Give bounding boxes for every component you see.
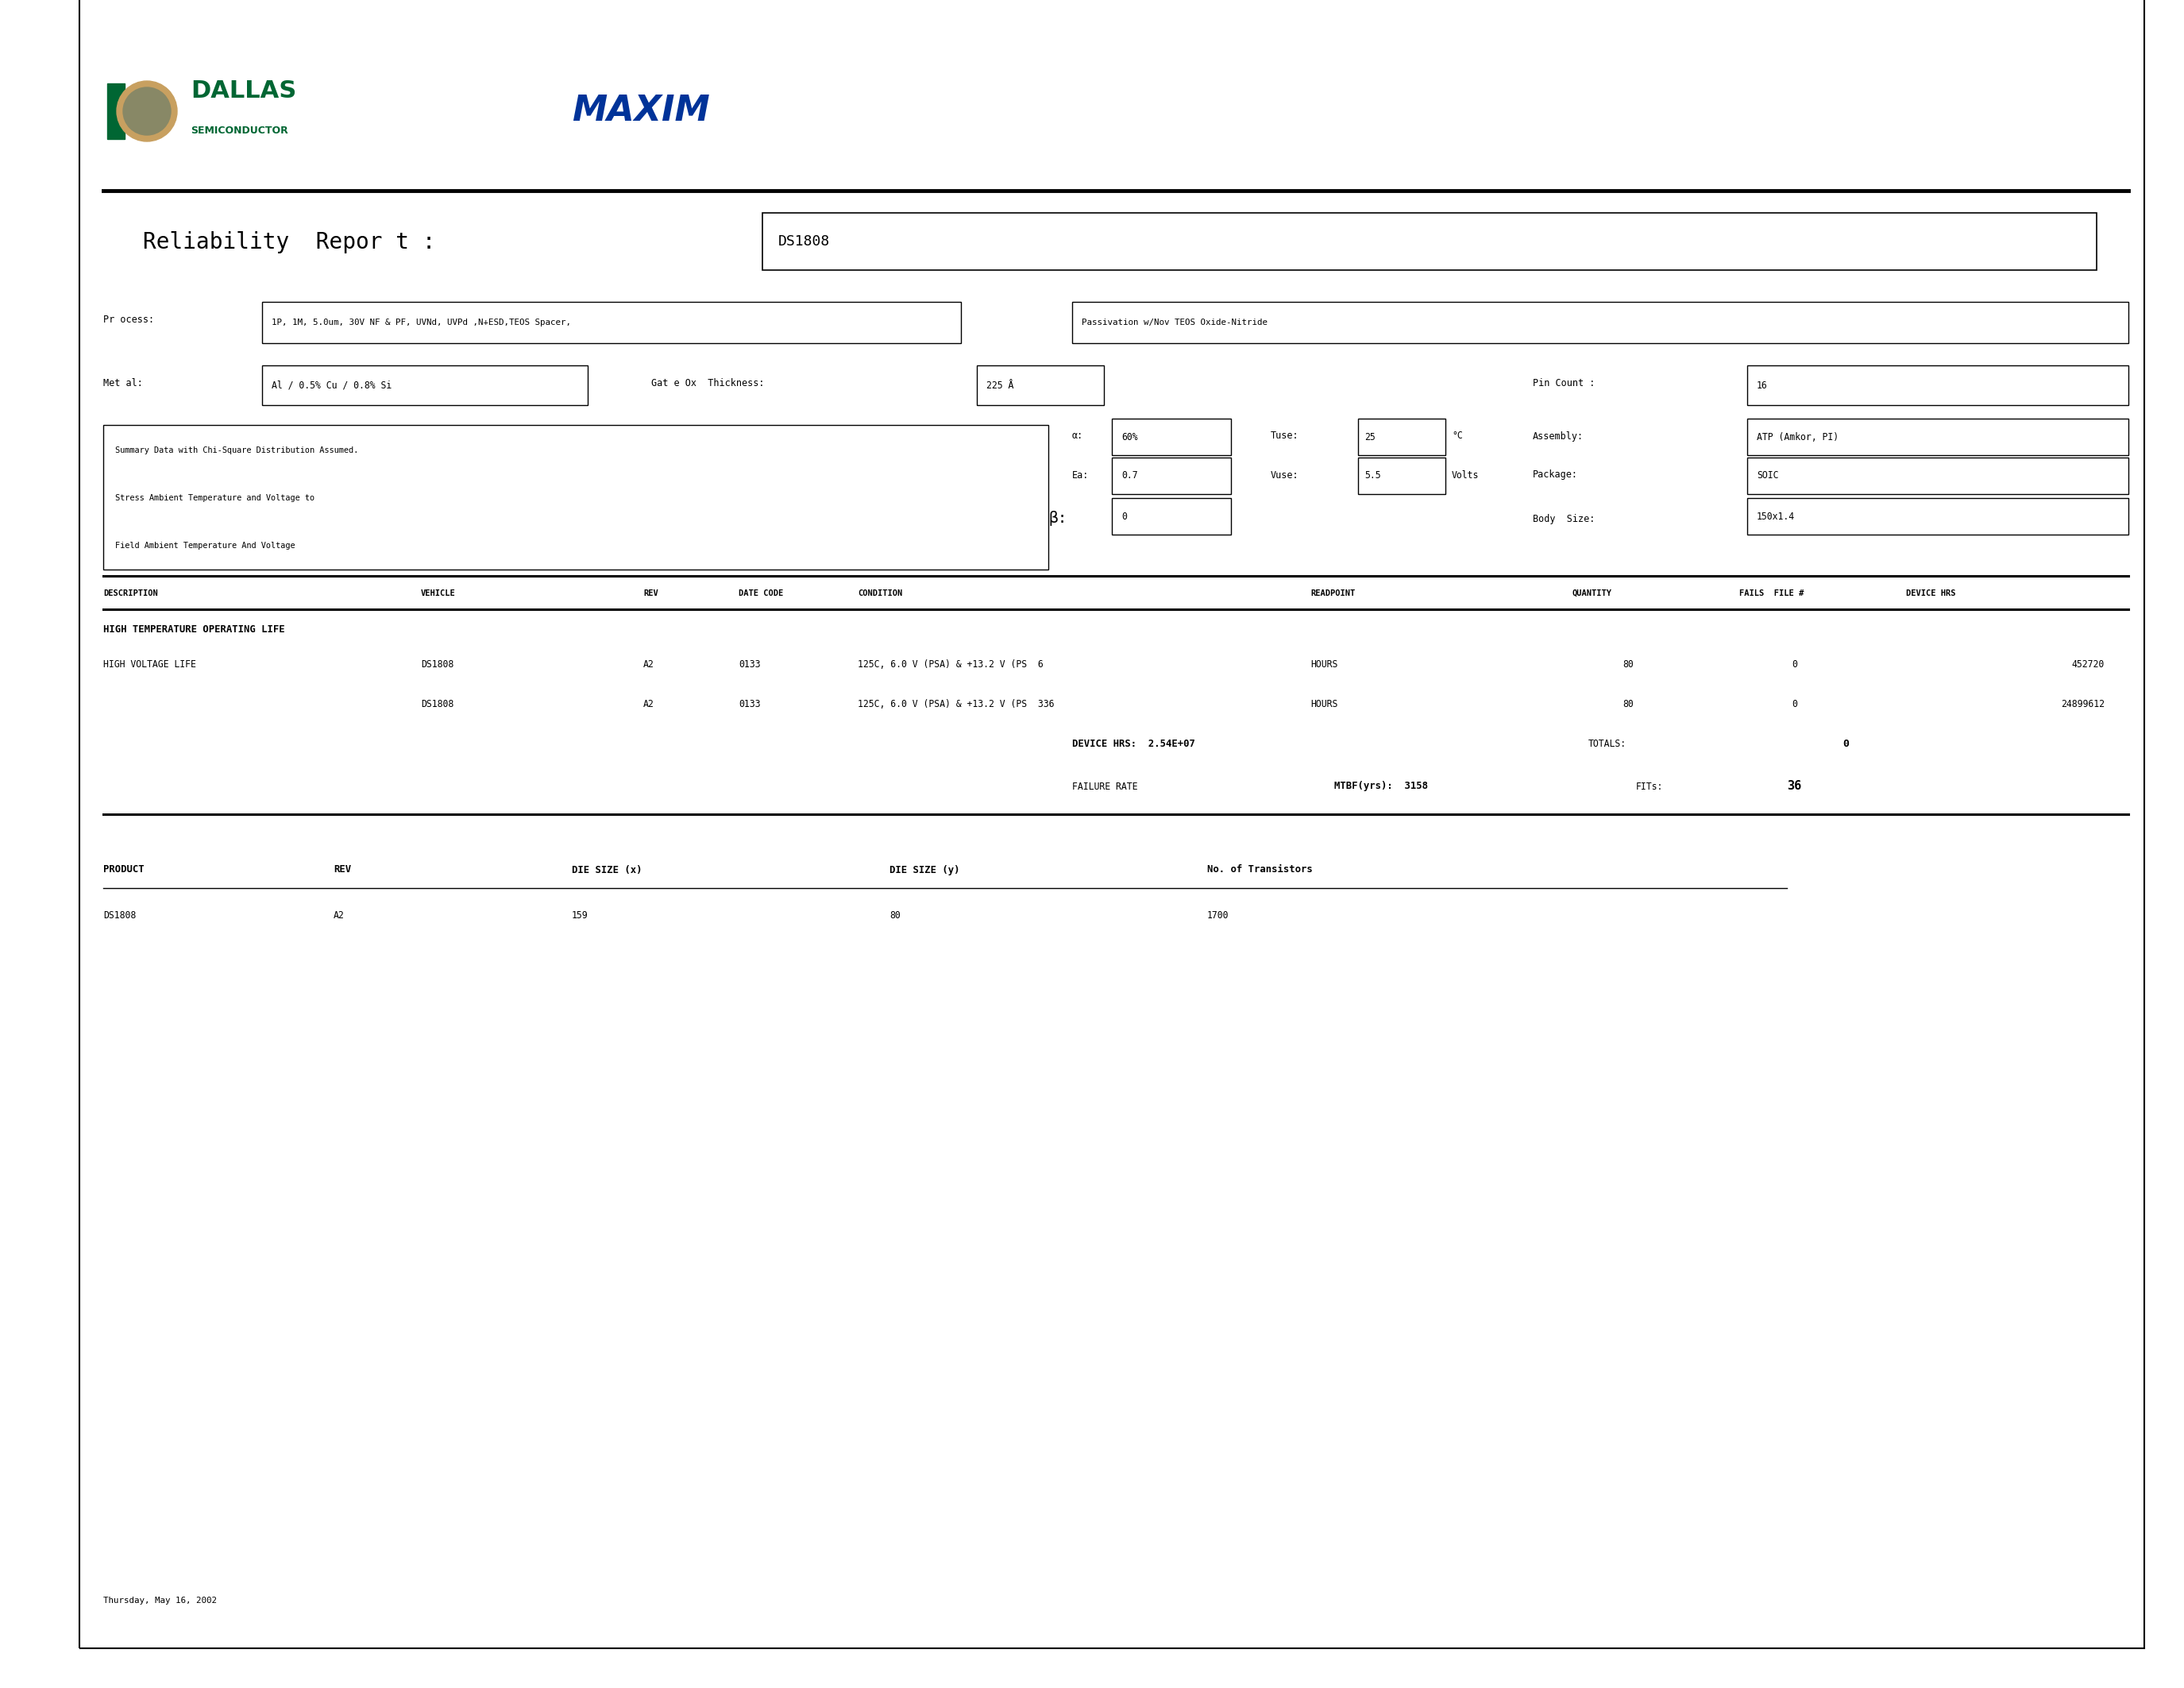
- Text: No. of Transistors: No. of Transistors: [1208, 864, 1313, 874]
- Text: 0: 0: [1793, 660, 1797, 670]
- Text: Pr ocess:: Pr ocess:: [103, 316, 155, 326]
- Bar: [1112, 498, 1232, 535]
- Text: 24899612: 24899612: [2062, 699, 2105, 709]
- Text: 0133: 0133: [738, 660, 760, 670]
- Text: 16: 16: [1756, 380, 1767, 390]
- Bar: [262, 302, 961, 343]
- Text: A2: A2: [334, 912, 345, 922]
- Text: 150x1.4: 150x1.4: [1756, 511, 1795, 522]
- Text: READPOINT: READPOINT: [1310, 589, 1354, 598]
- Text: 1P, 1M, 5.0um, 30V NF & PF, UVNd, UVPd ,N+ESD,TEOS Spacer,: 1P, 1M, 5.0um, 30V NF & PF, UVNd, UVPd ,…: [271, 319, 570, 326]
- Text: 5.5: 5.5: [1365, 471, 1380, 481]
- Text: Package:: Package:: [1533, 469, 1579, 479]
- Bar: [1072, 302, 2129, 343]
- Text: QUANTITY: QUANTITY: [1572, 589, 1612, 598]
- Text: DIE SIZE (y): DIE SIZE (y): [889, 864, 959, 874]
- Text: A2: A2: [644, 699, 655, 709]
- Bar: [262, 365, 587, 405]
- Bar: [1747, 457, 2129, 495]
- Text: FAILS  FILE #: FAILS FILE #: [1738, 589, 1804, 598]
- Text: REV: REV: [644, 589, 657, 598]
- Text: SOIC: SOIC: [1756, 471, 1778, 481]
- Bar: [107, 83, 124, 138]
- Text: Thursday, May 16, 2002: Thursday, May 16, 2002: [103, 1597, 216, 1605]
- Bar: [976, 365, 1103, 405]
- Text: TOTALS:: TOTALS:: [1588, 739, 1627, 749]
- Text: Vuse:: Vuse:: [1271, 469, 1299, 479]
- Text: 0133: 0133: [738, 699, 760, 709]
- Text: 36: 36: [1787, 780, 1802, 792]
- Text: Assembly:: Assembly:: [1533, 430, 1583, 441]
- Bar: [1358, 457, 1446, 495]
- Text: 80: 80: [1623, 660, 1634, 670]
- Text: VEHICLE: VEHICLE: [422, 589, 456, 598]
- Bar: [1112, 457, 1232, 495]
- Text: Ea:: Ea:: [1072, 469, 1090, 479]
- Bar: [1358, 419, 1446, 456]
- Text: DS1808: DS1808: [422, 699, 454, 709]
- Text: SEMICONDUCTOR: SEMICONDUCTOR: [190, 127, 288, 137]
- Text: Pin Count :: Pin Count :: [1533, 378, 1594, 388]
- Text: DS1808: DS1808: [422, 660, 454, 670]
- Text: HOURS: HOURS: [1310, 660, 1337, 670]
- Text: DS1808: DS1808: [778, 235, 830, 248]
- Text: HOURS: HOURS: [1310, 699, 1337, 709]
- Text: 25: 25: [1365, 432, 1376, 442]
- Text: HIGH VOLTAGE LIFE: HIGH VOLTAGE LIFE: [103, 660, 197, 670]
- Bar: [1747, 365, 2129, 405]
- Text: Al / 0.5% Cu / 0.8% Si: Al / 0.5% Cu / 0.8% Si: [271, 380, 391, 390]
- Bar: [103, 425, 1048, 569]
- Text: 0: 0: [1120, 511, 1127, 522]
- Text: Tuse:: Tuse:: [1271, 430, 1299, 441]
- Text: MTBF(yrs):  3158: MTBF(yrs): 3158: [1334, 782, 1428, 792]
- Text: 80: 80: [1623, 699, 1634, 709]
- Text: 0.7: 0.7: [1120, 471, 1138, 481]
- Text: 125C, 6.0 V (PSA) & +13.2 V (PS  6: 125C, 6.0 V (PSA) & +13.2 V (PS 6: [858, 660, 1044, 670]
- Text: °C: °C: [1452, 430, 1463, 441]
- Bar: [762, 213, 2097, 270]
- Text: REV: REV: [334, 864, 352, 874]
- Text: DESCRIPTION: DESCRIPTION: [103, 589, 157, 598]
- Text: 0: 0: [1843, 739, 1850, 749]
- Text: DEVICE HRS:  2.54E+07: DEVICE HRS: 2.54E+07: [1072, 739, 1195, 749]
- Text: DIE SIZE (x): DIE SIZE (x): [572, 864, 642, 874]
- Circle shape: [116, 81, 177, 142]
- Circle shape: [122, 88, 170, 135]
- Text: CONDITION: CONDITION: [858, 589, 902, 598]
- Text: 80: 80: [889, 912, 900, 922]
- Text: DATE CODE: DATE CODE: [738, 589, 784, 598]
- Text: 452720: 452720: [2073, 660, 2105, 670]
- Text: β:: β:: [1048, 511, 1068, 527]
- Text: Passivation w/Nov TEOS Oxide-Nitride: Passivation w/Nov TEOS Oxide-Nitride: [1081, 319, 1267, 326]
- Text: A2: A2: [644, 660, 655, 670]
- Text: Met al:: Met al:: [103, 378, 142, 388]
- Text: Gat e Ox  Thickness:: Gat e Ox Thickness:: [651, 378, 764, 388]
- Text: 60%: 60%: [1120, 432, 1138, 442]
- Text: FAILURE RATE: FAILURE RATE: [1072, 782, 1138, 792]
- Text: α:: α:: [1072, 430, 1083, 441]
- Text: DEVICE HRS: DEVICE HRS: [1907, 589, 1955, 598]
- Bar: [1747, 498, 2129, 535]
- Text: 1700: 1700: [1208, 912, 1230, 922]
- Text: PRODUCT: PRODUCT: [103, 864, 144, 874]
- Text: 0: 0: [1793, 699, 1797, 709]
- Text: HIGH TEMPERATURE OPERATING LIFE: HIGH TEMPERATURE OPERATING LIFE: [103, 625, 284, 635]
- Bar: [1112, 419, 1232, 456]
- Text: 159: 159: [572, 912, 587, 922]
- Text: MAXIM: MAXIM: [572, 95, 710, 128]
- Text: ATP (Amkor, PI): ATP (Amkor, PI): [1756, 432, 1839, 442]
- Text: Field Ambient Temperature And Voltage: Field Ambient Temperature And Voltage: [116, 542, 295, 550]
- Text: DS1808: DS1808: [103, 912, 135, 922]
- Text: DALLAS: DALLAS: [190, 79, 297, 103]
- Text: FITs:: FITs:: [1636, 782, 1664, 792]
- Text: Reliability  Repor t :: Reliability Repor t :: [142, 231, 435, 253]
- Text: 225 Å: 225 Å: [987, 380, 1013, 390]
- Text: Stress Ambient Temperature and Voltage to: Stress Ambient Temperature and Voltage t…: [116, 495, 314, 501]
- Text: Body  Size:: Body Size:: [1533, 513, 1594, 523]
- Bar: [1747, 419, 2129, 456]
- Text: Summary Data with Chi-Square Distribution Assumed.: Summary Data with Chi-Square Distributio…: [116, 446, 358, 454]
- Text: Volts: Volts: [1452, 469, 1479, 479]
- Text: 125C, 6.0 V (PSA) & +13.2 V (PS  336: 125C, 6.0 V (PSA) & +13.2 V (PS 336: [858, 699, 1055, 709]
